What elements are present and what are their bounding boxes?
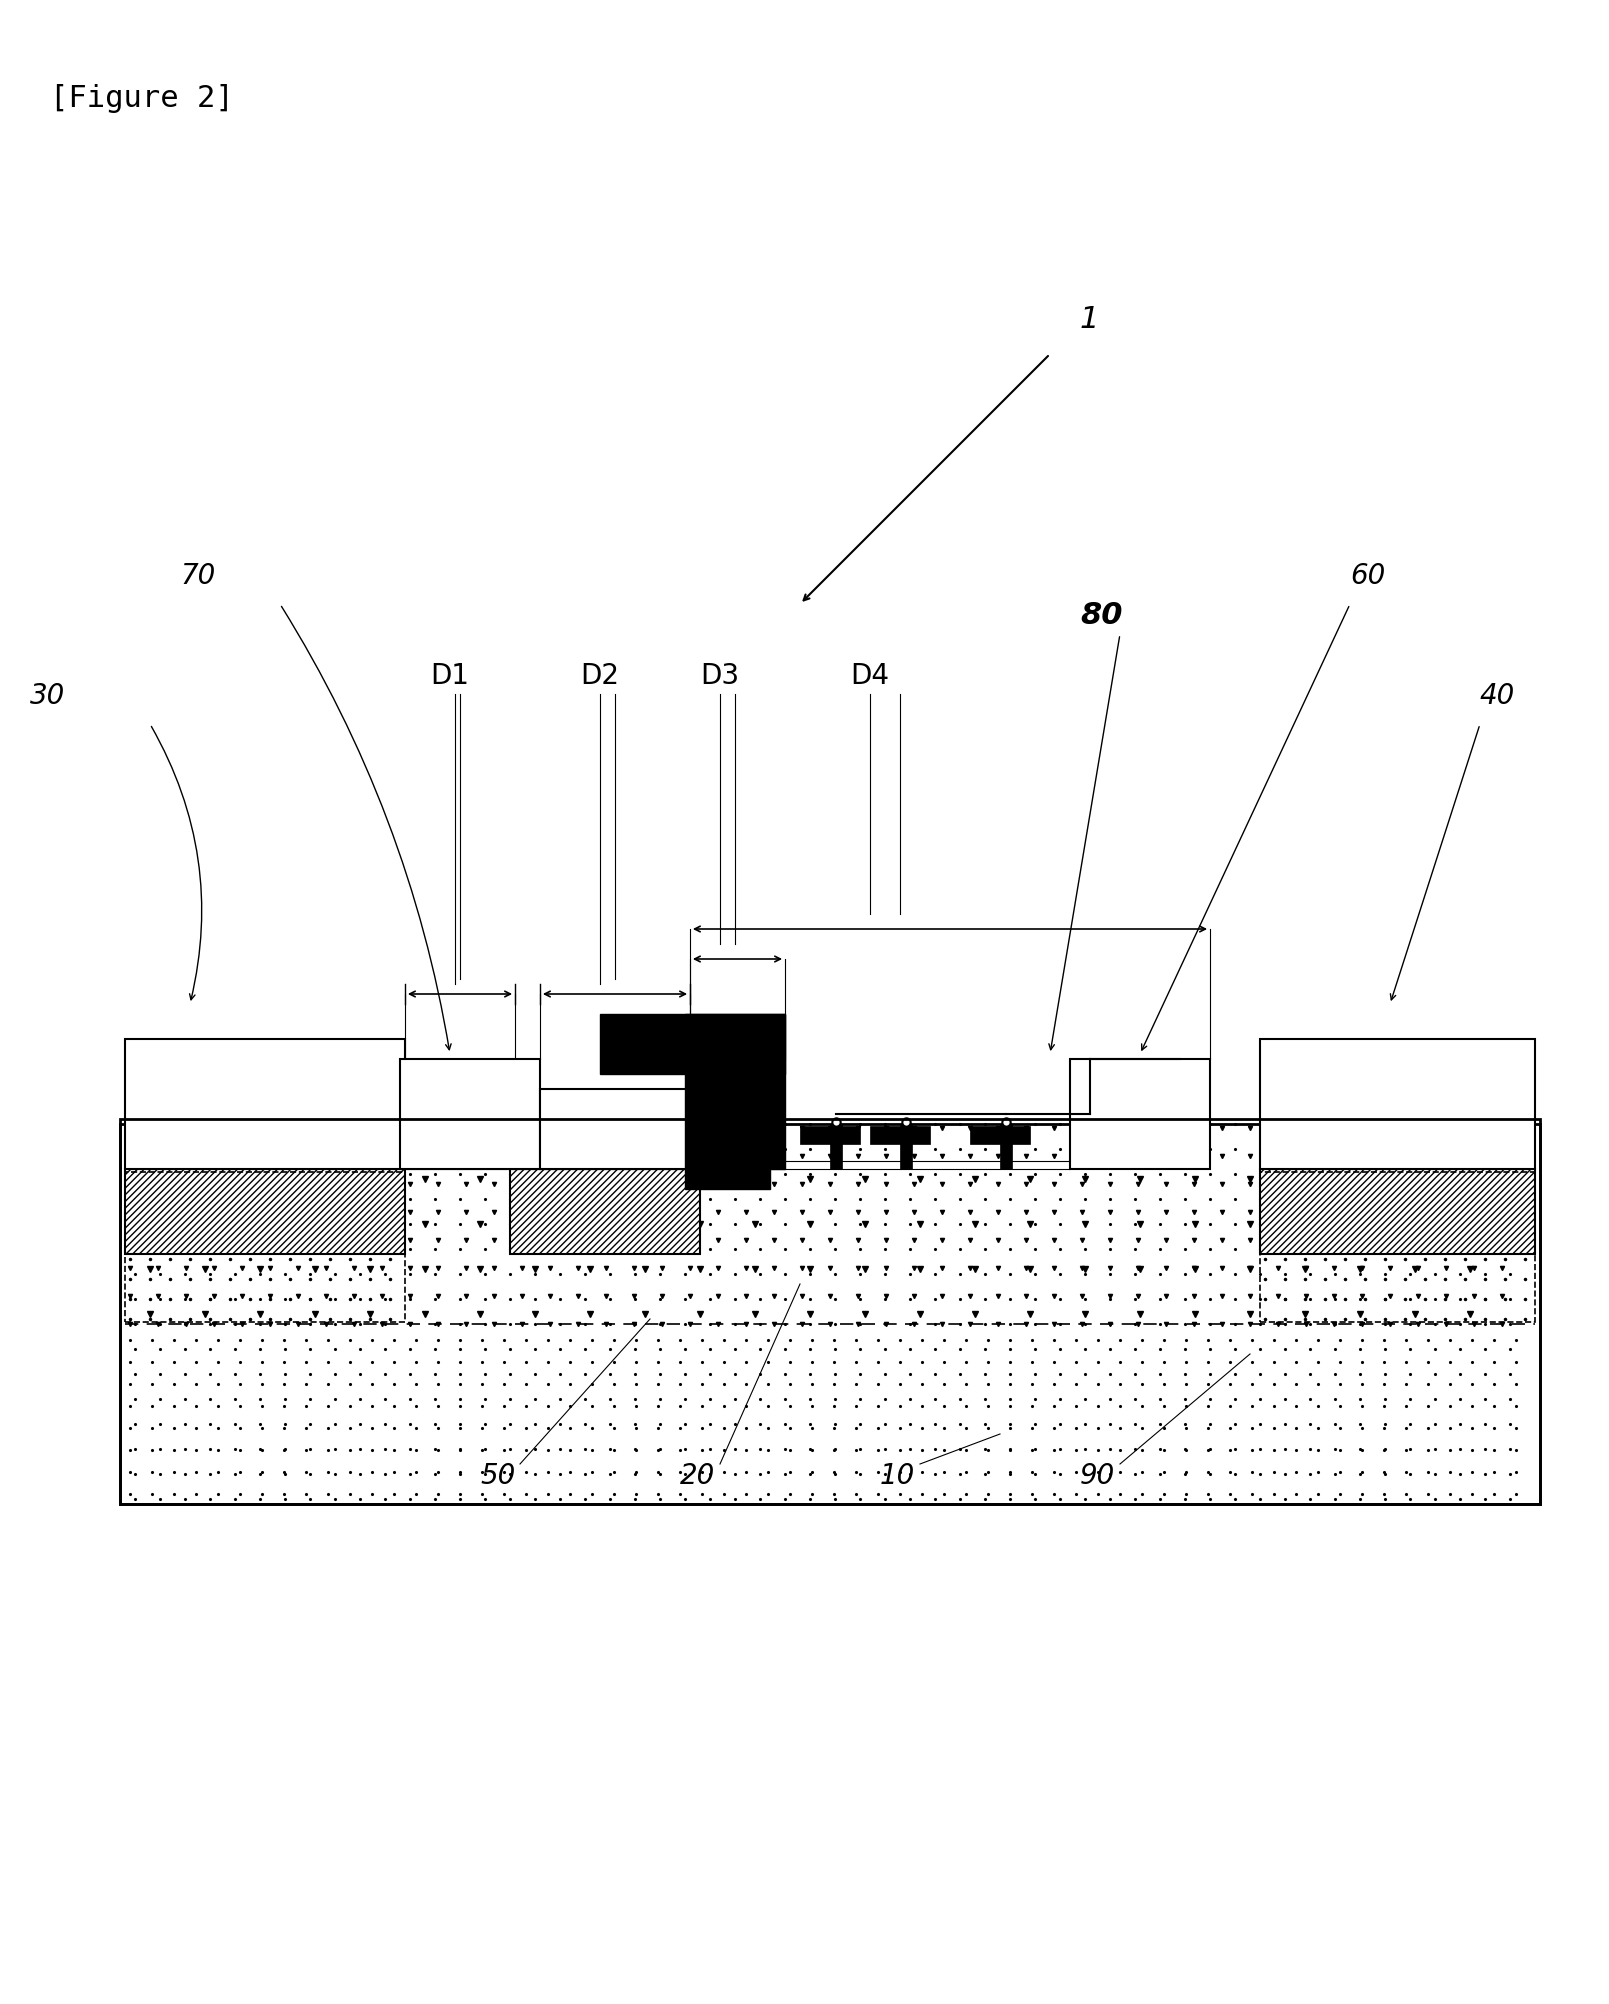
- Text: 30: 30: [31, 681, 66, 709]
- Text: D2: D2: [579, 661, 619, 689]
- Text: 40: 40: [1480, 681, 1516, 709]
- Bar: [1260, 1038, 1535, 1168]
- Bar: [126, 1172, 405, 1323]
- Bar: [1260, 1168, 1535, 1255]
- Bar: [541, 1088, 690, 1168]
- Text: D1: D1: [430, 661, 468, 689]
- Text: 10: 10: [880, 1463, 916, 1491]
- Bar: [1001, 1124, 1012, 1168]
- Bar: [685, 1014, 785, 1168]
- Text: [Figure 2]: [Figure 2]: [50, 84, 233, 112]
- Bar: [600, 1014, 785, 1074]
- Text: 1: 1: [1080, 305, 1099, 335]
- Text: 90: 90: [1080, 1463, 1115, 1491]
- Text: 80: 80: [1080, 601, 1123, 629]
- Bar: [970, 1126, 1030, 1144]
- Text: D4: D4: [850, 661, 890, 689]
- Bar: [685, 1168, 771, 1188]
- Bar: [870, 1126, 930, 1144]
- Text: 50: 50: [479, 1463, 515, 1491]
- Bar: [126, 1038, 405, 1168]
- Bar: [899, 1124, 912, 1168]
- Bar: [1260, 1172, 1535, 1323]
- Bar: [830, 1124, 842, 1168]
- Bar: [800, 1126, 859, 1144]
- Text: 60: 60: [1350, 561, 1385, 589]
- Bar: [121, 1118, 1540, 1503]
- Bar: [401, 1058, 541, 1168]
- Bar: [510, 1168, 700, 1255]
- Text: D3: D3: [700, 661, 739, 689]
- Bar: [121, 1124, 1540, 1503]
- Bar: [1070, 1058, 1210, 1168]
- Bar: [126, 1168, 405, 1255]
- Text: 20: 20: [681, 1463, 716, 1491]
- Text: 70: 70: [180, 561, 216, 589]
- Bar: [405, 1160, 1070, 1168]
